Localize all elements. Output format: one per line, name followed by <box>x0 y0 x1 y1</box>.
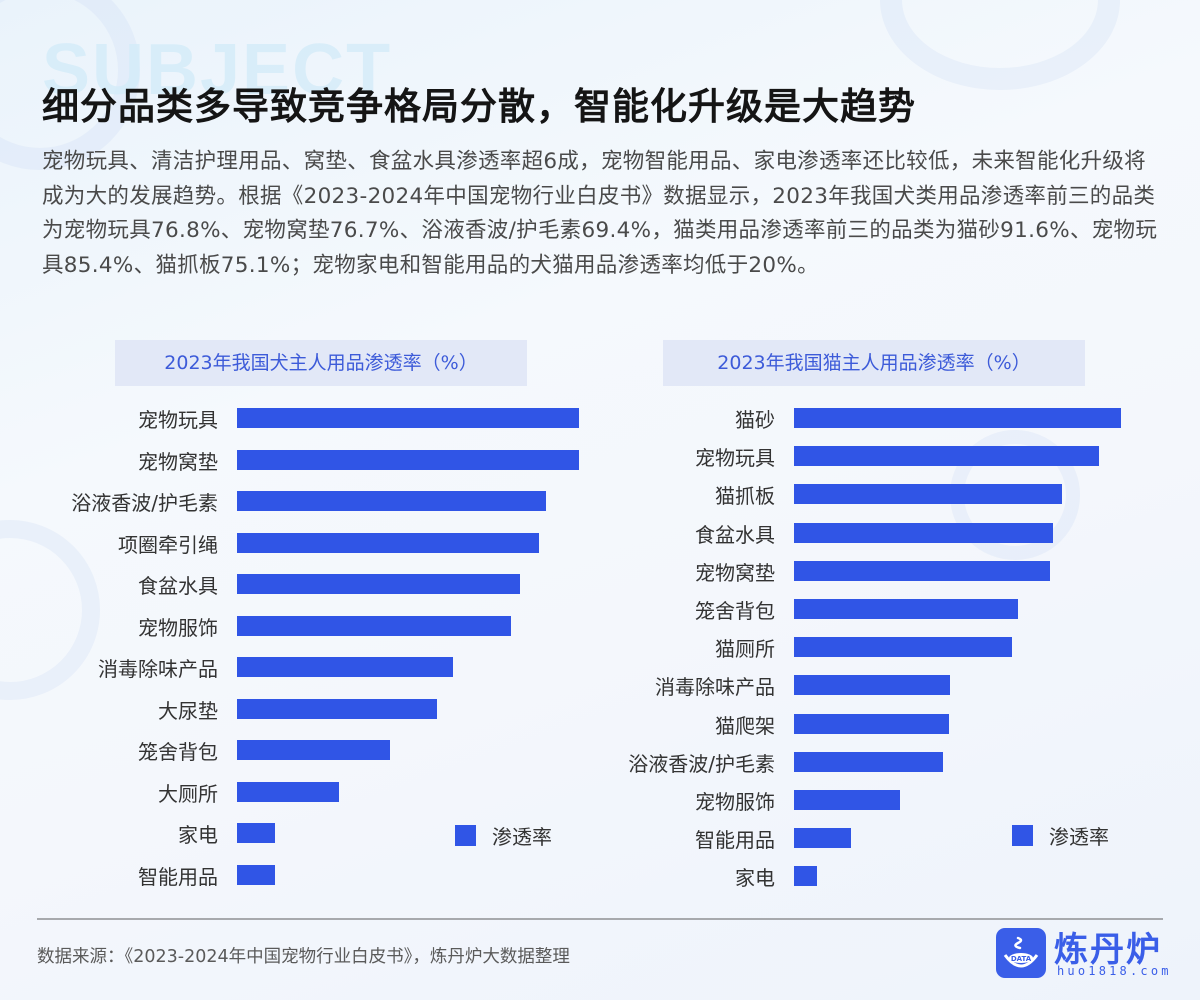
legend-label: 渗透率 <box>1049 825 1109 849</box>
bar <box>794 637 1013 658</box>
legend-swatch <box>1012 825 1033 846</box>
watermark-circle <box>880 0 1120 90</box>
bar <box>237 781 339 802</box>
bar <box>237 491 547 511</box>
bar <box>794 484 1063 505</box>
watermark-circle <box>0 520 100 700</box>
dog-chart-title: 2023年我国犬主人用品渗透率（%） <box>115 340 527 386</box>
category-label: 宠物窝垫 <box>138 449 218 474</box>
brand-url: huo1818.com <box>1057 964 1172 978</box>
bar <box>237 615 511 636</box>
bar <box>794 675 950 696</box>
bar <box>794 560 1050 581</box>
page-title: 细分品类多导致竞争格局分散，智能化升级是大趋势 <box>42 85 916 128</box>
bar <box>794 866 817 887</box>
category-label: 大尿垫 <box>158 698 218 723</box>
bar <box>237 532 539 553</box>
category-label: 项圈牵引绳 <box>118 532 218 557</box>
category-label: 食盆水具 <box>695 522 775 547</box>
bar <box>237 449 579 470</box>
category-label: 食盆水具 <box>138 574 218 598</box>
bar <box>794 828 852 849</box>
bar <box>794 522 1053 543</box>
category-label: 宠物服饰 <box>138 615 218 640</box>
bar <box>237 574 521 594</box>
category-label: 宠物服饰 <box>695 790 775 814</box>
category-label: 智能用品 <box>695 828 775 853</box>
svg-text:DATA: DATA <box>1011 955 1032 963</box>
category-label: 猫砂 <box>735 408 775 432</box>
cat-chart-title: 2023年我国猫主人用品渗透率（%） <box>663 340 1085 386</box>
category-label: 宠物玩具 <box>138 408 218 432</box>
bar <box>794 599 1018 619</box>
data-source: 数据来源：《2023-2024年中国宠物行业白皮书》，炼丹炉大数据整理 <box>37 947 570 967</box>
category-label: 笼舍背包 <box>695 599 775 623</box>
brand-logo-icon: DATA <box>996 928 1046 978</box>
subject-watermark: SUBJECT <box>42 30 393 110</box>
bar <box>794 713 949 734</box>
category-label: 笼舍背包 <box>138 740 218 764</box>
bar <box>237 657 453 677</box>
brand-name: 炼丹炉 <box>1054 930 1162 970</box>
category-label: 宠物窝垫 <box>695 560 775 585</box>
bar <box>794 790 901 810</box>
legend-label: 渗透率 <box>492 825 552 849</box>
category-label: 猫抓板 <box>715 484 775 509</box>
category-label: 家电 <box>735 866 775 891</box>
bar <box>237 698 437 719</box>
category-label: 大厕所 <box>158 781 218 806</box>
dog-chart-legend: 渗透率 <box>455 821 552 850</box>
bar <box>237 740 391 760</box>
category-label: 浴液香波/护毛素 <box>71 491 218 515</box>
category-label: 家电 <box>178 823 218 847</box>
description: 宠物玩具、清洁护理用品、窝垫、食盆水具渗透率超6成，宠物智能用品、家电渗透率还比… <box>42 149 1158 278</box>
cat-chart-legend: 渗透率 <box>1012 821 1109 850</box>
bar <box>794 751 943 772</box>
category-label: 消毒除味产品 <box>98 657 218 681</box>
legend-swatch <box>455 825 476 846</box>
bar <box>794 446 1099 467</box>
bar <box>237 864 275 885</box>
category-label: 智能用品 <box>138 864 218 889</box>
category-label: 宠物玩具 <box>695 446 775 471</box>
category-label: 浴液香波/护毛素 <box>628 751 775 776</box>
category-label: 猫爬架 <box>715 713 775 738</box>
footer-divider <box>37 918 1163 920</box>
category-label: 猫厕所 <box>715 637 775 662</box>
category-label: 消毒除味产品 <box>655 675 775 700</box>
bar <box>237 408 579 428</box>
bar <box>237 823 275 843</box>
bar <box>794 408 1121 428</box>
